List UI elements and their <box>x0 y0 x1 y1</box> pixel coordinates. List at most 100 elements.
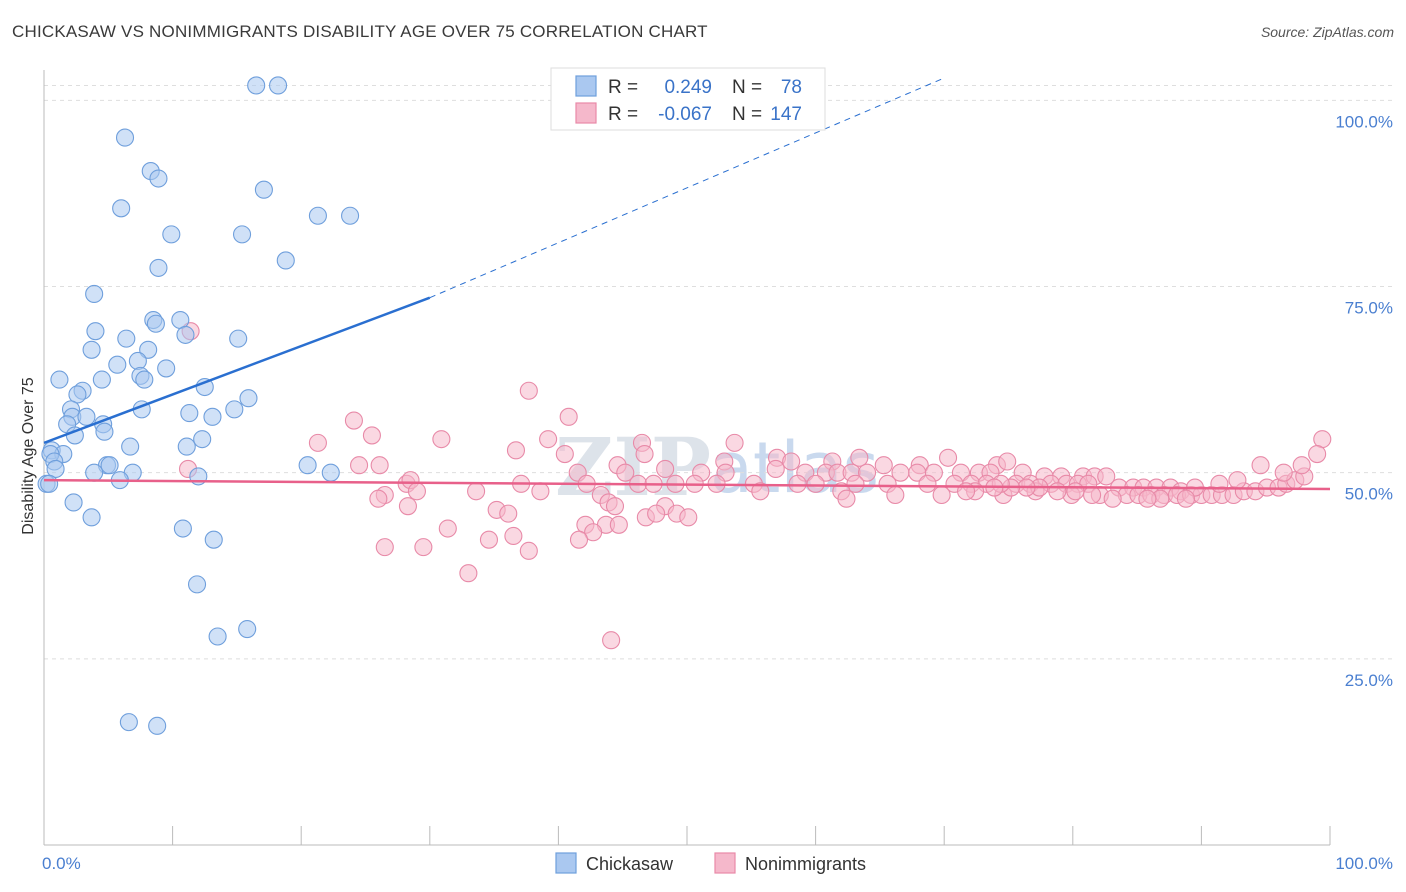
legend-n-value-2: 147 <box>770 104 802 125</box>
y-tick-label: 75.0% <box>1345 299 1393 318</box>
nonimmigrants-point <box>1308 445 1327 464</box>
nonimmigrants-point <box>1251 456 1270 475</box>
nonimmigrants-point <box>635 445 654 464</box>
nonimmigrants-point <box>539 430 558 449</box>
legend-r-label-1: R = <box>608 77 638 98</box>
nonimmigrants-point <box>584 523 603 542</box>
chickasaw-point <box>298 456 317 475</box>
nonimmigrants-point <box>407 482 426 501</box>
nonimmigrants-point <box>506 441 526 460</box>
nonimmigrants-point <box>459 564 478 583</box>
chickasaw-point <box>162 225 181 244</box>
nonimmigrants-point <box>725 433 744 452</box>
chickasaw-point <box>239 389 258 408</box>
legend-n-value-1: 78 <box>781 77 802 98</box>
chickasaw-point <box>82 508 101 527</box>
chickasaw-point <box>85 284 104 304</box>
chickasaw-point <box>148 716 167 735</box>
chickasaw-point <box>173 519 192 538</box>
gridlines <box>44 84 1393 660</box>
nonimmigrants-point <box>467 482 486 501</box>
nonimmigrants-point <box>874 456 893 475</box>
y-tick-label: 25.0% <box>1345 671 1393 690</box>
legend-n-label-1: N = <box>732 77 762 98</box>
chickasaw-point <box>254 180 273 199</box>
legend-n-label-2: N = <box>732 104 762 125</box>
chickasaw-trend-line <box>43 296 431 445</box>
legend-r-value-2: -0.067 <box>658 104 712 125</box>
chickasaw-point <box>187 575 207 594</box>
chickasaw-point <box>176 325 195 344</box>
chickasaw-point <box>68 385 87 404</box>
nonimmigrants-point <box>1176 489 1196 508</box>
chickasaw-point <box>276 251 295 270</box>
chickasaw-point <box>82 340 101 359</box>
nonimmigrants-point <box>932 485 951 505</box>
nonimmigrants-point <box>398 497 417 516</box>
chickasaw-point <box>247 76 266 95</box>
nonimmigrants-point <box>308 433 327 452</box>
nonimmigrants-point <box>806 474 825 493</box>
nonimmigrants-point <box>1228 471 1247 490</box>
nonimmigrants-point <box>504 526 523 546</box>
chickasaw-point <box>149 169 168 188</box>
legend-swatch-nonimmigrants <box>575 102 597 124</box>
legend-frame <box>550 67 826 131</box>
chickasaw-point <box>117 329 136 348</box>
chickasaw-point <box>203 407 222 426</box>
nonimmigrants-point <box>479 530 499 549</box>
legend-r-label-2: R = <box>608 104 638 125</box>
y-axis-label: Disability Age Over 75 <box>20 377 37 535</box>
chickasaw-point <box>238 619 257 639</box>
nonimmigrants-point <box>1083 485 1102 505</box>
chickasaw-point <box>121 437 140 456</box>
chickasaw-point <box>269 76 288 95</box>
y-tick-label: 100.0% <box>1335 112 1393 131</box>
nonimmigrants-point <box>886 485 905 505</box>
trend-lines <box>43 77 1331 491</box>
nonimmigrants-point <box>1292 456 1311 475</box>
nonimmigrants-point <box>751 482 770 501</box>
nonimmigrants-point <box>375 538 394 557</box>
nonimmigrants-point <box>766 459 785 478</box>
bottom-legend-swatch-nonimmigrants <box>714 852 736 874</box>
chickasaw-point <box>193 430 212 449</box>
chart-title: CHICKASAW VS NONIMMIGRANTS DISABILITY AG… <box>12 22 708 41</box>
bottom-legend-swatch-chickasaw <box>555 852 577 874</box>
y-tick-label: 50.0% <box>1345 485 1393 504</box>
chickasaw-point <box>157 359 176 378</box>
legend-swatch-chickasaw <box>575 75 597 97</box>
chickasaw-point <box>146 314 165 333</box>
nonimmigrants-point <box>788 474 807 493</box>
chickasaw-point <box>232 225 252 244</box>
nonimmigrants-point <box>782 452 801 471</box>
nonimmigrants-trend-line <box>43 478 1331 491</box>
nonimmigrants-point <box>918 474 937 493</box>
chickasaw-point <box>40 474 59 493</box>
nonimmigrants-point <box>1138 489 1157 508</box>
nonimmigrants-point <box>616 463 635 482</box>
nonimmigrants-point <box>519 381 538 400</box>
nonimmigrants-point <box>609 515 628 534</box>
nonimmigrants-point <box>438 519 457 538</box>
chickasaw-point <box>208 627 227 646</box>
chickasaw-point <box>308 206 327 225</box>
nonimmigrants-point <box>559 407 578 426</box>
x-axis-ticks <box>43 826 1331 845</box>
series-chickasaw-points <box>37 76 360 735</box>
nonimmigrants-point <box>1066 482 1085 501</box>
nonimmigrants-point <box>647 504 666 523</box>
bottom-legend-nonimmigrants: Nonimmigrants <box>745 854 866 874</box>
chickasaw-point <box>112 199 131 218</box>
chickasaw-point <box>46 459 65 478</box>
nonimmigrants-point <box>519 541 538 560</box>
chickasaw-point <box>119 713 138 732</box>
chickasaw-point <box>321 463 340 482</box>
chickasaw-point <box>225 400 244 419</box>
nonimmigrants-point <box>369 489 388 508</box>
nonimmigrants-point <box>1097 467 1116 486</box>
chickasaw-point <box>177 437 196 456</box>
nonimmigrants-point <box>432 430 451 449</box>
chickasaw-point <box>135 370 154 389</box>
chickasaw-point <box>92 370 111 389</box>
